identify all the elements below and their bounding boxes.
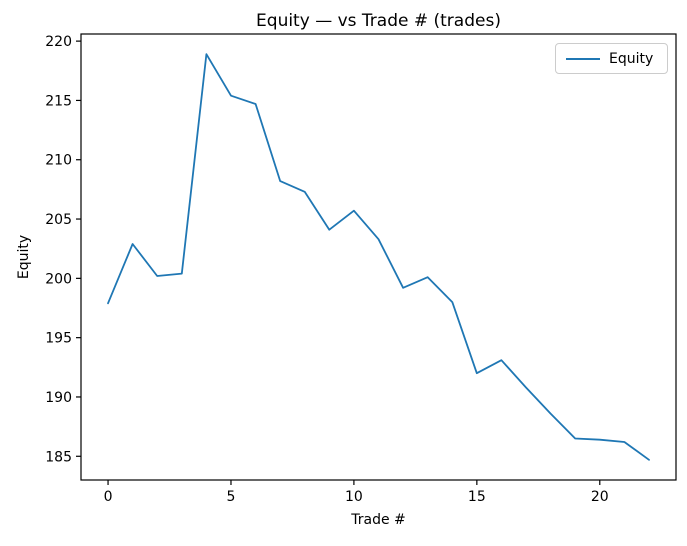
y-tick-label: 195 bbox=[45, 331, 72, 347]
x-tick-label: 0 bbox=[104, 489, 113, 505]
x-tick-label: 5 bbox=[227, 489, 236, 505]
plot-border bbox=[80, 33, 677, 481]
x-tick-label: 15 bbox=[468, 489, 486, 505]
legend-line-sample bbox=[566, 57, 600, 60]
y-tick-label: 215 bbox=[45, 93, 72, 109]
legend: Equity bbox=[555, 43, 668, 74]
x-tick-label: 10 bbox=[345, 489, 363, 505]
legend-entry-label: Equity bbox=[609, 50, 654, 67]
y-tick-label: 220 bbox=[45, 34, 72, 50]
y-tick-label: 210 bbox=[45, 153, 72, 169]
y-tick-label: 205 bbox=[45, 212, 72, 228]
y-axis-label: Equity bbox=[16, 234, 32, 280]
chart-title: Equity — vs Trade # (trades) bbox=[256, 11, 501, 31]
y-tick-label: 190 bbox=[45, 390, 72, 406]
series-line-equity bbox=[107, 53, 650, 461]
y-tick-label: 185 bbox=[45, 449, 72, 465]
y-tick-label: 200 bbox=[45, 271, 72, 287]
x-axis-label: Trade # bbox=[351, 512, 406, 528]
x-tick-label: 20 bbox=[591, 489, 609, 505]
